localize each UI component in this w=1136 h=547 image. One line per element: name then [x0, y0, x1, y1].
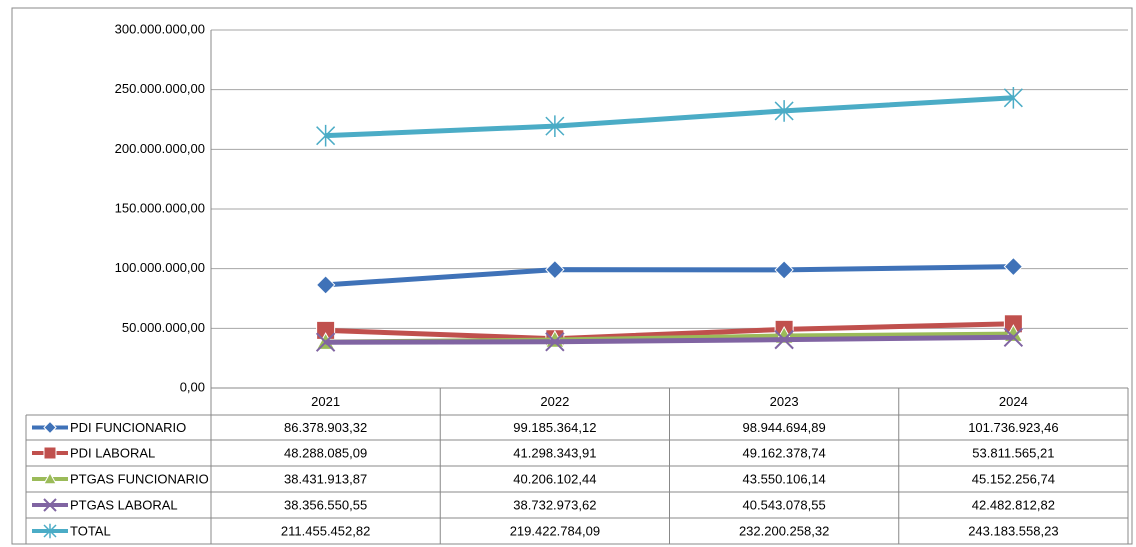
data-point — [315, 332, 336, 352]
table-cell: 43.550.106,14 — [743, 471, 826, 486]
series-line — [325, 95, 1014, 139]
table-cell: 101.736.923,46 — [968, 420, 1058, 435]
legend-label: PDI FUNCIONARIO — [70, 420, 186, 435]
table-cell: 38.732.973,62 — [513, 497, 596, 512]
data-point — [1003, 256, 1024, 277]
legend-label: TOTAL — [70, 523, 111, 538]
table-cell: 98.944.694,89 — [743, 420, 826, 435]
data-point — [545, 259, 565, 280]
y-tick-label: 300.000.000,00 — [115, 21, 205, 36]
table-cell: 219.422.784,09 — [510, 523, 600, 538]
table-cell: 232.200.258,32 — [739, 523, 829, 538]
y-tick-label: 50.000.000,00 — [122, 320, 205, 335]
x-tick-label: 2022 — [540, 394, 569, 409]
table-cell: 38.356.550,55 — [284, 497, 367, 512]
table-cell: 99.185.364,12 — [513, 420, 596, 435]
legend-label: PTGAS LABORAL — [70, 497, 178, 512]
legend-marker — [43, 446, 57, 460]
data-point — [774, 329, 794, 350]
legend-label: PDI LABORAL — [70, 445, 155, 460]
y-tick-label: 250.000.000,00 — [115, 81, 205, 96]
legend-marker — [43, 471, 57, 485]
data-point — [316, 124, 336, 147]
data-point — [315, 275, 336, 295]
data-point — [545, 332, 565, 352]
table-cell: 38.431.913,87 — [284, 471, 367, 486]
y-tick-label: 100.000.000,00 — [115, 260, 205, 275]
data-point — [774, 100, 794, 122]
legend-marker — [43, 498, 57, 512]
data-point — [1003, 327, 1024, 348]
table-cell: 53.811.565,21 — [972, 445, 1054, 460]
series-line — [325, 334, 1014, 345]
table-cell: 48.288.085,09 — [284, 445, 367, 460]
table-cell: 42.482.812,82 — [972, 497, 1055, 512]
table-cell: 49.162.378,74 — [743, 445, 826, 460]
y-tick-label: 0,00 — [180, 379, 205, 394]
table-cell: 243.183.558,23 — [968, 523, 1058, 538]
data-point — [545, 115, 565, 137]
y-tick-label: 150.000.000,00 — [115, 200, 205, 215]
data-point — [774, 260, 794, 280]
series-line — [325, 321, 1014, 342]
table-cell: 41.298.343,91 — [513, 445, 596, 460]
x-tick-label: 2021 — [311, 394, 340, 409]
x-tick-label: 2024 — [999, 394, 1028, 409]
y-tick-label: 200.000.000,00 — [115, 141, 205, 156]
data-point — [1003, 87, 1023, 109]
x-tick-label: 2023 — [770, 394, 799, 409]
legend-label: PTGAS FUNCIONARIO — [70, 471, 209, 486]
table-cell: 45.152.256,74 — [972, 471, 1055, 486]
table-cell: 40.543.078,55 — [743, 497, 826, 512]
table-cell: 211.455.452,82 — [281, 523, 370, 538]
table-cell: 40.206.102,44 — [513, 471, 596, 486]
legend-marker — [43, 420, 57, 435]
legend-marker — [43, 523, 57, 539]
table-cell: 86.378.903,32 — [284, 420, 367, 435]
series-line — [325, 264, 1014, 288]
